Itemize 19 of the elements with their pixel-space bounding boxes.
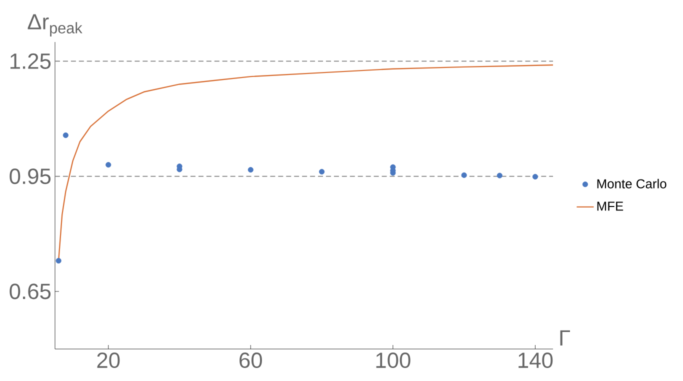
point <box>496 172 502 178</box>
point <box>319 168 325 174</box>
point <box>62 132 68 138</box>
point <box>56 258 62 264</box>
point <box>248 167 254 173</box>
x-tick-label: 140 <box>518 352 553 368</box>
x-tick-label: 100 <box>376 352 410 368</box>
point <box>106 162 112 168</box>
y-tick-label: 1.25 <box>10 53 51 69</box>
x-axis-title: Γ <box>560 330 570 346</box>
legend-label: Monte Carlo <box>597 178 666 188</box>
y-tick-label: 0.95 <box>10 168 51 184</box>
point <box>532 174 538 180</box>
x-tick-label: 20 <box>97 352 120 368</box>
legend-label: MFE <box>597 202 624 211</box>
x-tick-label: 60 <box>240 352 262 368</box>
y-tick-label: 0.65 <box>10 284 51 300</box>
y-axis-title: Δr$_{peak}$ <box>28 14 82 36</box>
point <box>461 172 467 178</box>
